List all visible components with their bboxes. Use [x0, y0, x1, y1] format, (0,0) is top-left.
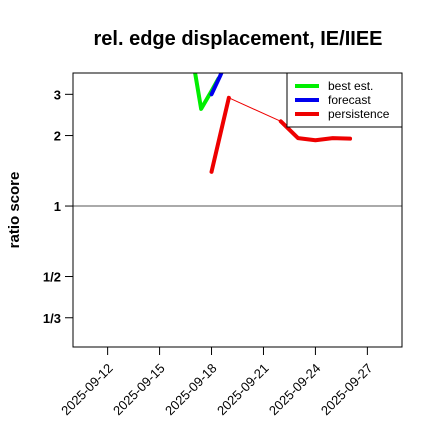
x-tick-label: 2025-09-27 — [318, 361, 376, 419]
series-group — [193, 73, 353, 174]
legend-entry-label: forecast — [328, 93, 371, 107]
y-tick-label: 3 — [54, 87, 61, 102]
y-axis-label: ratio score — [6, 172, 23, 249]
y-tick-label: 2 — [54, 129, 61, 144]
y-tick-label: 1/2 — [43, 270, 61, 285]
legend-entry-label: persistence — [328, 107, 390, 121]
plot-frame — [72, 72, 403, 348]
legend-box — [286, 72, 403, 128]
chart-title: rel. edge displacement, IE/IIEE — [94, 28, 383, 50]
series-line-persistence-b — [228, 97, 282, 122]
series-line-persistence-a — [209, 95, 231, 174]
series-line-forecast — [209, 73, 224, 97]
x-tick-label: 2025-09-15 — [110, 361, 168, 419]
series-line-persistence-c — [278, 119, 353, 143]
y-tick-label: 1 — [54, 199, 61, 214]
y-tick-label: 1/3 — [43, 311, 61, 326]
x-tick-label: 2025-09-18 — [162, 361, 220, 419]
x-tick-label: 2025-09-24 — [266, 361, 324, 419]
x-tick-label: 2025-09-12 — [58, 361, 116, 419]
legend-entry-label: best est. — [328, 79, 373, 93]
x-tick-label: 2025-09-21 — [214, 361, 272, 419]
